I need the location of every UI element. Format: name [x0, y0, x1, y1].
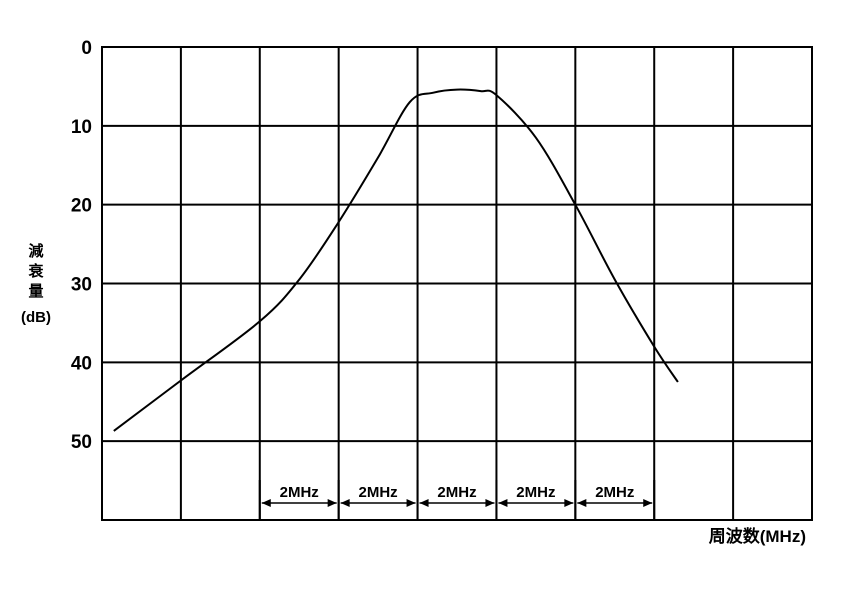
- bandwidth-markers: 2MHz 2MHz 2MHz 2MHz 2MHz: [258, 480, 656, 520]
- bandwidth-label: 2MHz: [280, 484, 319, 501]
- y-axis-label-char: 減: [28, 243, 43, 260]
- bandwidth-arrowhead-left: [261, 499, 271, 507]
- bandwidth-label: 2MHz: [359, 484, 398, 501]
- y-axis-ticks: 0 10 20 30 40 50: [71, 38, 92, 453]
- bandwidth-arrowhead-left: [419, 499, 429, 507]
- chart-grid: [101, 46, 813, 521]
- bandwidth-label: 2MHz: [437, 484, 476, 501]
- bandwidth-arrowhead-right: [564, 499, 574, 507]
- y-axis-label: 減衰量 (dB): [21, 243, 51, 326]
- bandwidth-arrowhead-right: [485, 499, 495, 507]
- y-tick-label: 10: [71, 117, 92, 138]
- bandwidth-arrowhead-left: [340, 499, 350, 507]
- y-axis-label-char: 衰: [27, 262, 44, 280]
- bandwidth-label: 2MHz: [516, 484, 555, 501]
- bandwidth-arrowhead-left: [577, 499, 587, 507]
- y-axis-label-char: 量: [28, 283, 43, 300]
- bandwidth-arrowhead-left: [498, 499, 508, 507]
- attenuation-curve: [113, 88, 679, 432]
- y-tick-label: 40: [71, 353, 92, 374]
- series-layer: [113, 88, 679, 432]
- y-tick-label: 0: [81, 38, 92, 59]
- bandwidth-arrowhead-right: [406, 499, 416, 507]
- bandwidth-arrowhead-right: [327, 499, 337, 507]
- bandwidth-arrowhead-right: [643, 499, 653, 507]
- y-tick-label: 30: [71, 275, 92, 296]
- bandwidth-label: 2MHz: [595, 484, 634, 501]
- y-tick-label: 50: [71, 432, 92, 453]
- x-axis-label: 周波数(MHz): [709, 526, 806, 546]
- y-tick-label: 20: [71, 196, 92, 217]
- y-axis-unit: (dB): [21, 309, 51, 326]
